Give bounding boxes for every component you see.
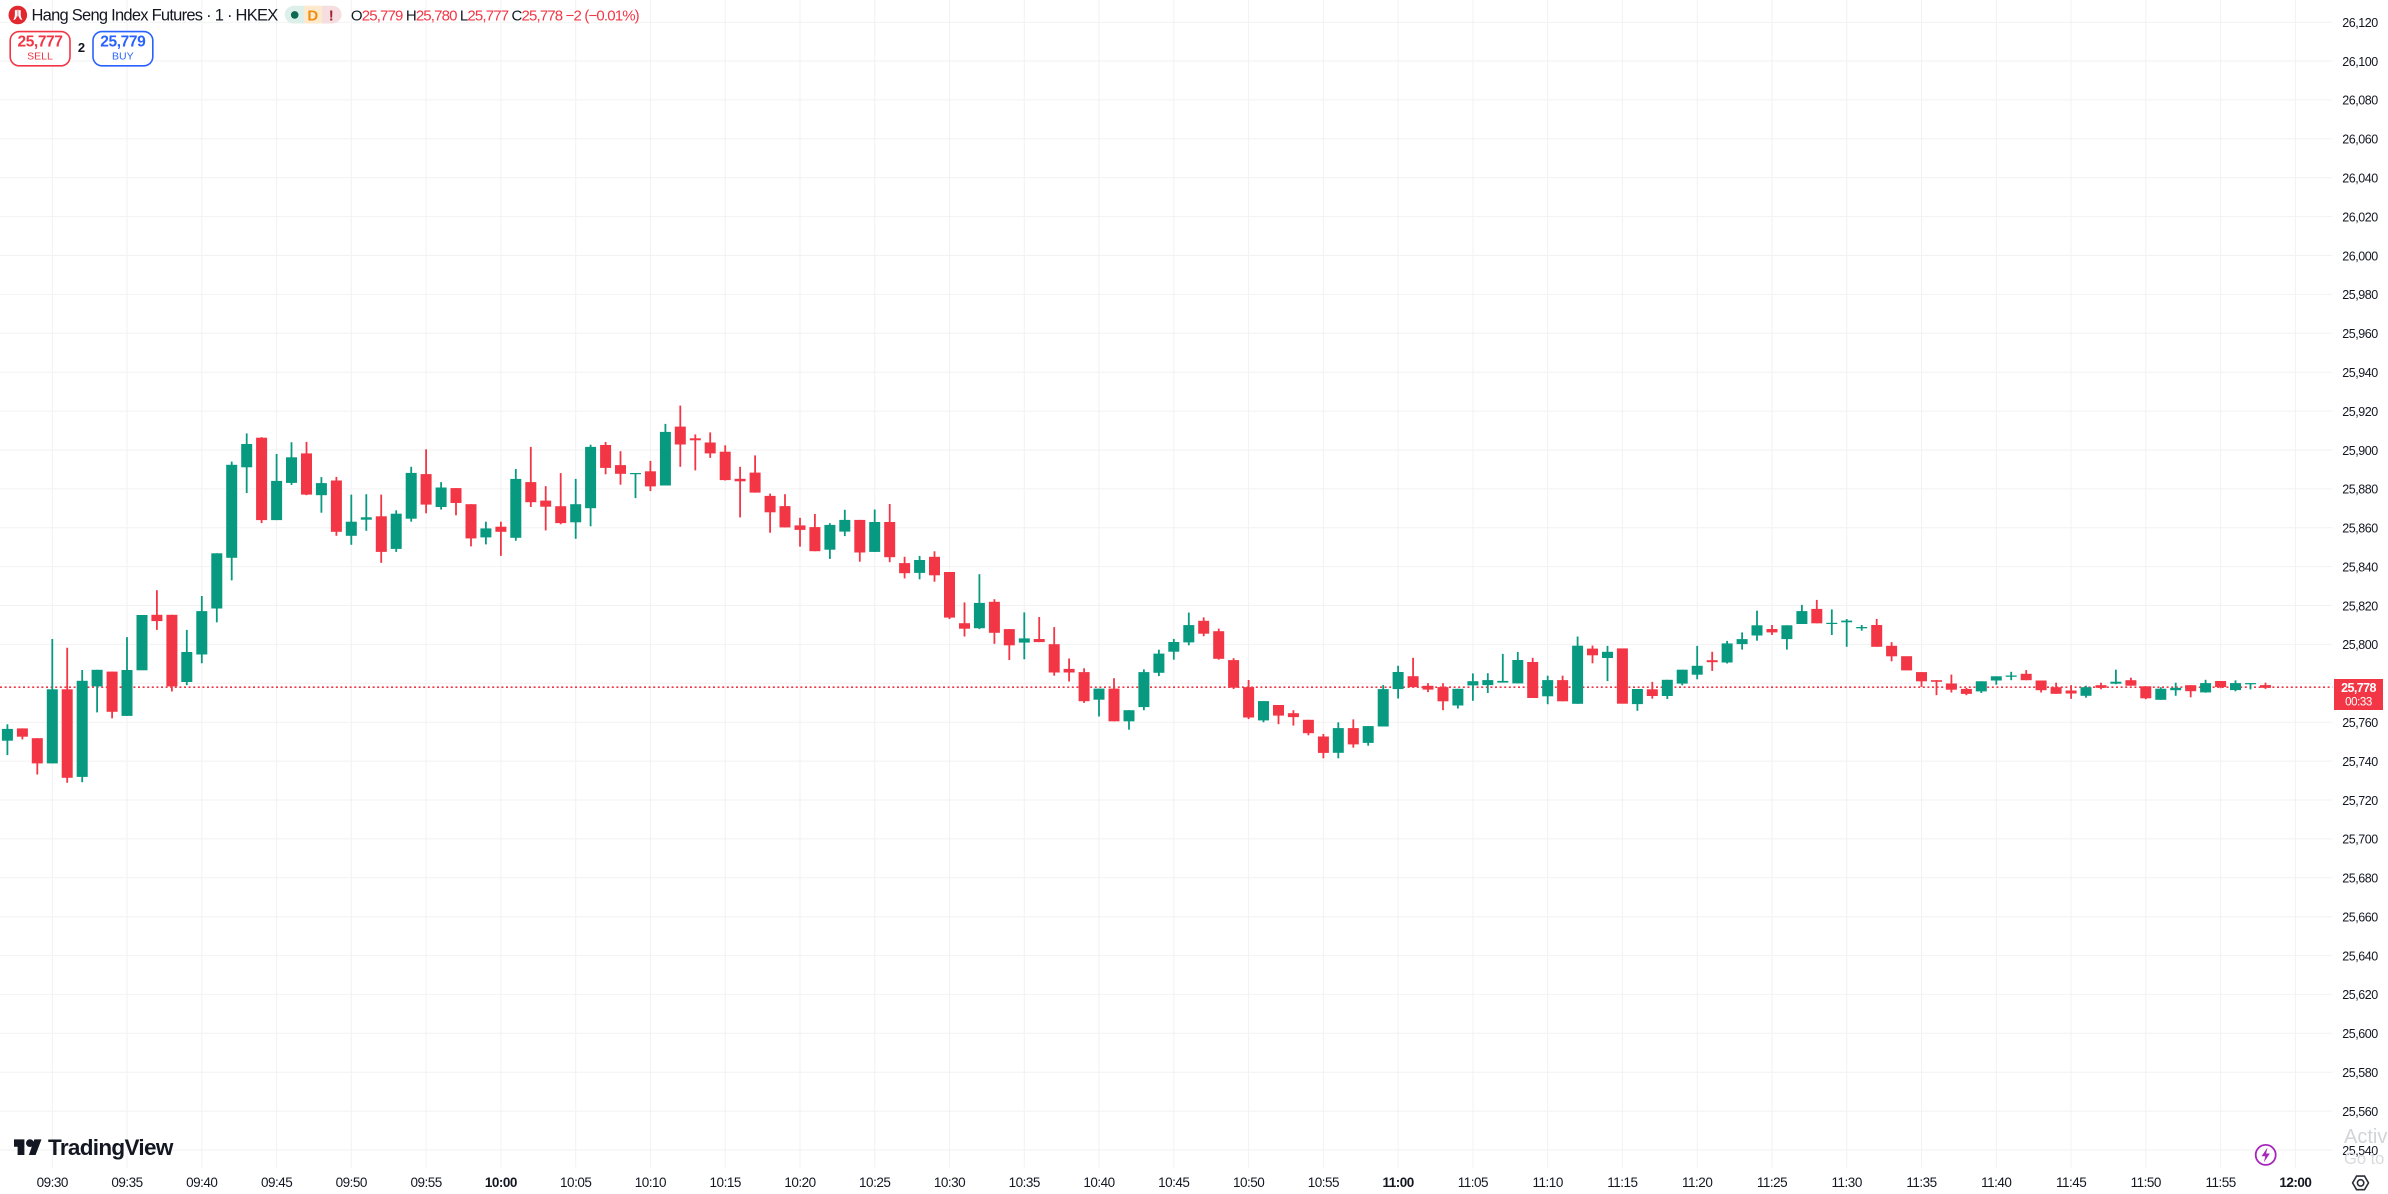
svg-text:D: D — [307, 8, 318, 25]
svg-text:26,000: 26,000 — [2342, 249, 2378, 263]
svg-text:26,020: 26,020 — [2342, 210, 2378, 224]
svg-text:11:40: 11:40 — [1981, 1175, 2011, 1190]
svg-text:09:45: 09:45 — [261, 1175, 292, 1190]
svg-text:Activate: Activate — [2344, 1126, 2388, 1148]
svg-text:11:05: 11:05 — [1458, 1175, 1488, 1190]
svg-text:25,680: 25,680 — [2342, 872, 2378, 886]
svg-text:25,860: 25,860 — [2342, 522, 2378, 536]
svg-text:11:30: 11:30 — [1832, 1175, 1862, 1190]
svg-text:SELL: SELL — [27, 51, 53, 63]
svg-text:25,900: 25,900 — [2342, 444, 2378, 458]
svg-text:11:35: 11:35 — [1906, 1175, 1936, 1190]
svg-text:10:35: 10:35 — [1009, 1175, 1040, 1190]
svg-text:25,560: 25,560 — [2342, 1105, 2378, 1119]
svg-text:TradingView: TradingView — [48, 1135, 174, 1160]
svg-text:09:50: 09:50 — [336, 1175, 367, 1190]
svg-text:26,100: 26,100 — [2342, 55, 2378, 69]
svg-text:11:15: 11:15 — [1607, 1175, 1637, 1190]
svg-text:25,880: 25,880 — [2342, 483, 2378, 497]
svg-text:26,060: 26,060 — [2342, 133, 2378, 147]
svg-text:25,940: 25,940 — [2342, 366, 2378, 380]
svg-text:10:00: 10:00 — [485, 1175, 517, 1190]
svg-text:25,640: 25,640 — [2342, 949, 2378, 963]
svg-text:26,120: 26,120 — [2342, 16, 2378, 30]
svg-text:Go to Se: Go to Se — [2344, 1150, 2388, 1168]
svg-text:11:20: 11:20 — [1682, 1175, 1712, 1190]
svg-text:10:45: 10:45 — [1158, 1175, 1189, 1190]
svg-text:26,080: 26,080 — [2342, 94, 2378, 108]
svg-text:00:33: 00:33 — [2345, 697, 2372, 709]
svg-text:10:20: 10:20 — [784, 1175, 815, 1190]
svg-text:25,920: 25,920 — [2342, 405, 2378, 419]
svg-text:25,980: 25,980 — [2342, 288, 2378, 302]
svg-text:2: 2 — [78, 40, 85, 55]
svg-text:10:05: 10:05 — [560, 1175, 591, 1190]
svg-text:11:00: 11:00 — [1382, 1175, 1413, 1190]
svg-text:10:55: 10:55 — [1308, 1175, 1339, 1190]
svg-text:09:30: 09:30 — [37, 1175, 68, 1190]
svg-text:12:00: 12:00 — [2279, 1175, 2311, 1190]
svg-text:11:25: 11:25 — [1757, 1175, 1787, 1190]
svg-text:25,720: 25,720 — [2342, 794, 2378, 808]
svg-text:25,779: 25,779 — [100, 33, 146, 50]
svg-text:09:35: 09:35 — [111, 1175, 142, 1190]
svg-text:26,040: 26,040 — [2342, 172, 2378, 186]
svg-text:11:10: 11:10 — [1533, 1175, 1563, 1190]
svg-text:10:40: 10:40 — [1083, 1175, 1114, 1190]
svg-text:25,660: 25,660 — [2342, 911, 2378, 925]
svg-text:11:45: 11:45 — [2056, 1175, 2086, 1190]
svg-text:25,840: 25,840 — [2342, 560, 2378, 574]
svg-text:25,960: 25,960 — [2342, 327, 2378, 341]
svg-text:10:15: 10:15 — [710, 1175, 741, 1190]
svg-text:25,777: 25,777 — [17, 33, 62, 50]
svg-text:25,740: 25,740 — [2342, 755, 2378, 769]
svg-text:25,620: 25,620 — [2342, 988, 2378, 1002]
svg-text:09:40: 09:40 — [186, 1175, 217, 1190]
svg-text:25,600: 25,600 — [2342, 1027, 2378, 1041]
svg-text:10:30: 10:30 — [934, 1175, 965, 1190]
svg-text:10:50: 10:50 — [1233, 1175, 1264, 1190]
svg-text:25,760: 25,760 — [2342, 716, 2378, 730]
svg-text:!: ! — [329, 8, 334, 25]
svg-text:10:10: 10:10 — [635, 1175, 666, 1190]
svg-text:O25,779 H25,780 L25,777 C25,77: O25,779 H25,780 L25,777 C25,778 −2 (−0.0… — [351, 8, 640, 25]
svg-text:25,778: 25,778 — [2341, 681, 2376, 695]
svg-text:25,820: 25,820 — [2342, 599, 2378, 613]
svg-text:09:55: 09:55 — [410, 1175, 441, 1190]
svg-text:25,800: 25,800 — [2342, 638, 2378, 652]
svg-text:25,580: 25,580 — [2342, 1066, 2378, 1080]
svg-text:11:55: 11:55 — [2205, 1175, 2235, 1190]
svg-text:BUY: BUY — [112, 51, 134, 63]
svg-text:11:50: 11:50 — [2131, 1175, 2161, 1190]
svg-text:25,700: 25,700 — [2342, 833, 2378, 847]
svg-text:25,540: 25,540 — [2342, 1144, 2378, 1158]
svg-text:10:25: 10:25 — [859, 1175, 890, 1190]
svg-text:Hang Seng Index Futures · 1 ·: Hang Seng Index Futures · 1 · HKEX — [32, 7, 279, 25]
